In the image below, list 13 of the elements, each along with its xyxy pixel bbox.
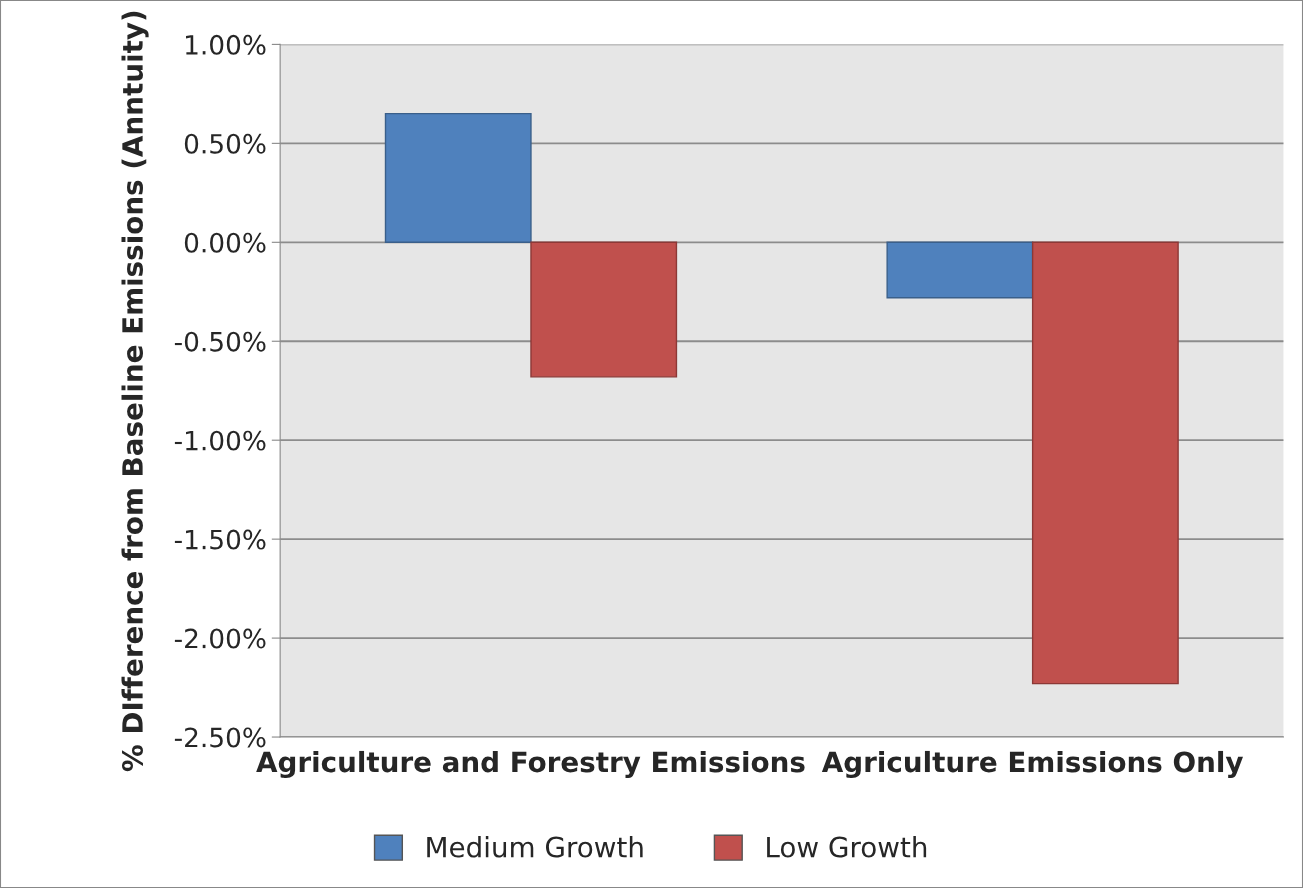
y-tick-label: -0.50%: [174, 331, 266, 352]
y-axis-title: % DIfference from Baseline Emissions (Anntuity): [121, 11, 149, 772]
y-tick-label: 0.50%: [184, 133, 266, 154]
legend-label: Low Growth: [767, 836, 927, 858]
y-tick-label: 1.00%: [186, 34, 266, 55]
x-tick-label: Agriculture Emissions Only: [821, 750, 1243, 779]
y-tick-label: 0.00%: [184, 232, 266, 253]
y-tick-label: -2.50%: [174, 727, 266, 748]
y-tick-label: -1.00%: [174, 430, 266, 451]
y-tick-label: -2.00%: [174, 628, 266, 649]
legend-label: Medium Growth: [427, 836, 643, 858]
y-tick-label: -1.50%: [174, 529, 266, 550]
x-tick-label: Agriculture and Forestry Emissions: [256, 750, 805, 779]
